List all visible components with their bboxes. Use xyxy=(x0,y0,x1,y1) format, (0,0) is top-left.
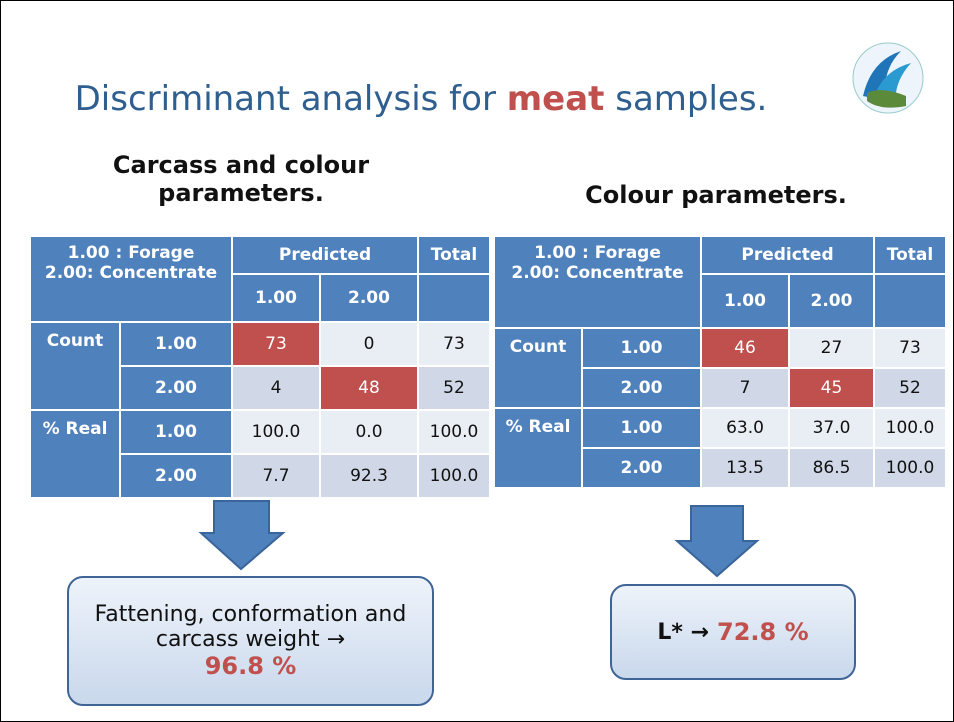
title-highlight: meat xyxy=(507,79,605,119)
arrow xyxy=(677,506,757,576)
table-cell: 100.0 xyxy=(419,455,489,497)
table-cell: 27 xyxy=(790,329,873,367)
table-cell: 48 xyxy=(321,367,417,409)
logo xyxy=(853,43,923,113)
table-cell: 0.0 xyxy=(321,411,417,453)
row-label: 1.00 xyxy=(121,411,231,453)
arrow xyxy=(201,501,283,569)
header-cell: Predicted xyxy=(702,237,873,273)
section-label: Count xyxy=(495,329,581,407)
result-box: L* → 72.8 % xyxy=(610,584,856,680)
corner-line: 1.00 : Forage xyxy=(495,243,700,263)
table-cell: 0 xyxy=(321,323,417,365)
header-cell: Predicted xyxy=(233,237,417,273)
table-cell: 13.5 xyxy=(702,449,788,487)
result-text: L* → xyxy=(657,620,709,645)
section-label: % Real xyxy=(31,411,119,497)
panel-heading: Colour parameters. xyxy=(495,181,937,209)
table-cell: 37.0 xyxy=(790,409,873,447)
header-cell: 2.00 xyxy=(790,275,873,327)
table-cell: 73 xyxy=(875,329,945,367)
header-cell: Total xyxy=(419,237,489,273)
slide-title: Discriminant analysis for meat samples. xyxy=(1,79,841,119)
header-cell xyxy=(419,275,489,321)
table-cell: 100.0 xyxy=(233,411,319,453)
table-cell: 100.0 xyxy=(419,411,489,453)
result-value: 96.8 % xyxy=(205,652,297,680)
table-cell: 73 xyxy=(419,323,489,365)
row-label: 1.00 xyxy=(583,409,700,447)
title-text: Discriminant analysis for xyxy=(75,79,507,119)
result-value: 72.8 % xyxy=(717,618,809,646)
slide: Discriminant analysis for meat samples. … xyxy=(0,0,954,722)
section-label: Count xyxy=(31,323,119,409)
table-cell: 52 xyxy=(875,369,945,407)
header-cell: 1.00 xyxy=(702,275,788,327)
row-label: 1.00 xyxy=(583,329,700,367)
table-cell: 100.0 xyxy=(875,449,945,487)
header-cell: 1.00 xyxy=(233,275,319,321)
corner-line: 2.00: Concentrate xyxy=(495,263,700,283)
table-cell: 7.7 xyxy=(233,455,319,497)
title-text: samples. xyxy=(604,79,767,119)
result-text: Fattening, conformation and carcass weig… xyxy=(83,602,418,652)
header-cell xyxy=(875,275,945,327)
row-label: 2.00 xyxy=(583,369,700,407)
table-cell: 46 xyxy=(702,329,788,367)
panel-heading: Carcass and colour parameters. xyxy=(81,151,401,207)
corner-line: 1.00 : Forage xyxy=(31,243,231,263)
table-cell: 45 xyxy=(790,369,873,407)
table-cell: 63.0 xyxy=(702,409,788,447)
table-cell: 7 xyxy=(702,369,788,407)
table-cell: 4 xyxy=(233,367,319,409)
row-label: 1.00 xyxy=(121,323,231,365)
result-box: Fattening, conformation and carcass weig… xyxy=(67,576,434,706)
table-cell: 73 xyxy=(233,323,319,365)
section-label: % Real xyxy=(495,409,581,487)
header-cell: Total xyxy=(875,237,945,273)
row-label: 2.00 xyxy=(121,367,231,409)
corner-line: 2.00: Concentrate xyxy=(31,263,231,283)
table-cell: 92.3 xyxy=(321,455,417,497)
row-label: 2.00 xyxy=(583,449,700,487)
header-cell: 2.00 xyxy=(321,275,417,321)
table-cell: 100.0 xyxy=(875,409,945,447)
row-label: 2.00 xyxy=(121,455,231,497)
table-cell: 86.5 xyxy=(790,449,873,487)
table-cell: 52 xyxy=(419,367,489,409)
